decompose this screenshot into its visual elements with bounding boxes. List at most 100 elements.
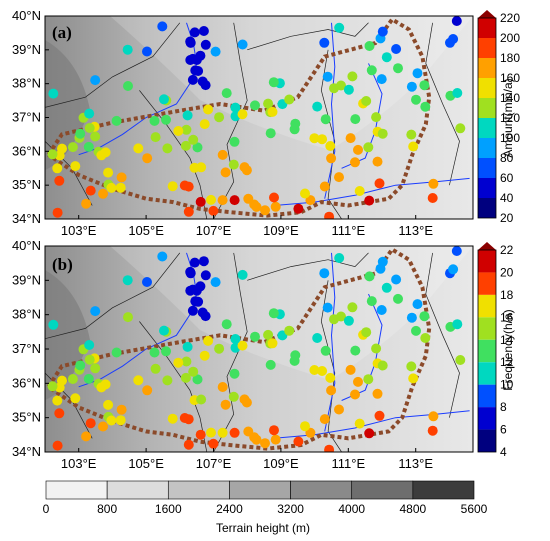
- station-marker: [325, 372, 336, 383]
- station-marker: [90, 131, 101, 142]
- station-marker: [182, 110, 193, 121]
- station-marker: [452, 319, 463, 330]
- station-marker: [217, 382, 228, 392]
- station-marker: [188, 134, 199, 145]
- panel-a: (a) 40°N39°N38°N37°N36°N35°N34°N 103°E 10…: [12, 8, 520, 238]
- station-marker: [334, 253, 345, 263]
- station-marker: [221, 319, 232, 330]
- station-marker: [115, 182, 126, 193]
- station-marker: [123, 312, 133, 323]
- station-marker: [187, 305, 198, 316]
- colorbar-tick-label: 20: [500, 211, 514, 225]
- colorbar-segment: [478, 429, 496, 452]
- colorbar-segment: [478, 272, 496, 295]
- colorbar-segment: [478, 138, 496, 158]
- lon-tick-label: 109°E: [263, 456, 299, 471]
- station-marker: [265, 359, 276, 370]
- station-marker: [142, 153, 153, 164]
- station-marker: [427, 193, 438, 203]
- station-marker: [150, 363, 161, 374]
- station-marker: [372, 388, 383, 399]
- station-marker: [75, 128, 86, 139]
- station-marker: [84, 354, 95, 365]
- station-marker: [268, 308, 279, 319]
- station-marker: [161, 346, 171, 357]
- plateau-b: [110, 246, 473, 380]
- lon-tick-label: 105°E: [128, 223, 164, 238]
- station-marker: [250, 331, 260, 342]
- station-marker: [300, 421, 310, 432]
- colorbar-b-title: Frequency(h/a): [501, 309, 515, 390]
- station-marker: [312, 333, 323, 343]
- station-marker: [179, 413, 190, 423]
- station-marker: [451, 246, 462, 256]
- lon-tick-label: 113°E: [398, 223, 433, 238]
- colorbar-tick-label: 160: [500, 71, 520, 85]
- station-marker: [343, 315, 354, 326]
- station-marker: [230, 334, 241, 344]
- panel-b: (b) 40°N39°N38°N37°N36°N35°N34°N 103°E 10…: [12, 238, 515, 471]
- province-border: [247, 252, 369, 281]
- terrain-legend-swatch: [45, 480, 108, 500]
- station-marker: [364, 428, 375, 439]
- station-marker: [167, 413, 178, 424]
- terrain-legend-tick: 800: [97, 502, 117, 516]
- lat-tick-label: 36°N: [12, 375, 41, 390]
- colorbar-segment: [478, 58, 496, 78]
- station-marker: [366, 65, 377, 76]
- station-marker: [265, 128, 276, 139]
- station-marker: [54, 408, 65, 419]
- station-marker: [228, 391, 239, 402]
- station-marker: [133, 143, 144, 154]
- station-marker: [406, 81, 417, 92]
- station-marker: [324, 444, 335, 452]
- station-marker: [167, 181, 178, 192]
- colorbar-segment: [478, 118, 496, 138]
- colorbar-tick-label: 22: [500, 243, 514, 257]
- station-marker: [195, 50, 206, 61]
- province-border: [213, 252, 248, 452]
- station-marker: [354, 186, 365, 196]
- station-marker: [269, 425, 279, 436]
- station-marker: [217, 149, 228, 160]
- lat-labels-b: 40°N 39°N 38°N 37°N 36°N 35°N 34°N: [12, 238, 49, 459]
- station-marker: [420, 333, 431, 343]
- station-marker: [217, 427, 228, 438]
- map-b: [45, 246, 473, 452]
- colorbar-tick-label: 40: [500, 191, 514, 205]
- lat-tick-label: 35°N: [12, 177, 41, 192]
- station-marker: [180, 372, 191, 383]
- station-marker: [47, 381, 58, 392]
- map-a: [45, 16, 473, 219]
- lat-tick-label: 37°N: [12, 341, 41, 356]
- station-marker: [159, 325, 169, 336]
- station-marker: [90, 306, 101, 317]
- stations-b: [47, 246, 466, 452]
- colorbar-extend-arrow: [478, 242, 496, 250]
- station-marker: [290, 350, 301, 361]
- station-marker: [142, 277, 152, 287]
- station-marker: [263, 329, 274, 340]
- colorbar-segment: [478, 407, 496, 430]
- station-marker: [267, 338, 278, 349]
- station-marker: [161, 114, 171, 125]
- station-marker: [324, 211, 335, 219]
- station-marker: [111, 347, 122, 358]
- station-marker: [123, 81, 133, 91]
- station-marker: [334, 172, 344, 183]
- lat-tick-label: 40°N: [12, 238, 41, 253]
- station-marker: [393, 63, 403, 74]
- station-marker: [192, 142, 203, 153]
- station-marker: [229, 136, 240, 147]
- station-marker: [319, 181, 330, 192]
- colorbar-tick-label: 18: [500, 288, 514, 302]
- station-marker: [269, 192, 279, 203]
- station-marker: [334, 22, 345, 33]
- station-marker: [305, 195, 316, 206]
- station-marker: [406, 361, 417, 372]
- station-marker: [210, 277, 221, 288]
- station-marker: [162, 143, 173, 154]
- station-marker: [116, 172, 127, 183]
- station-marker: [391, 44, 402, 54]
- lat-labels-a: 40°N 39°N 38°N 37°N 36°N 35°N 34°N: [12, 8, 49, 226]
